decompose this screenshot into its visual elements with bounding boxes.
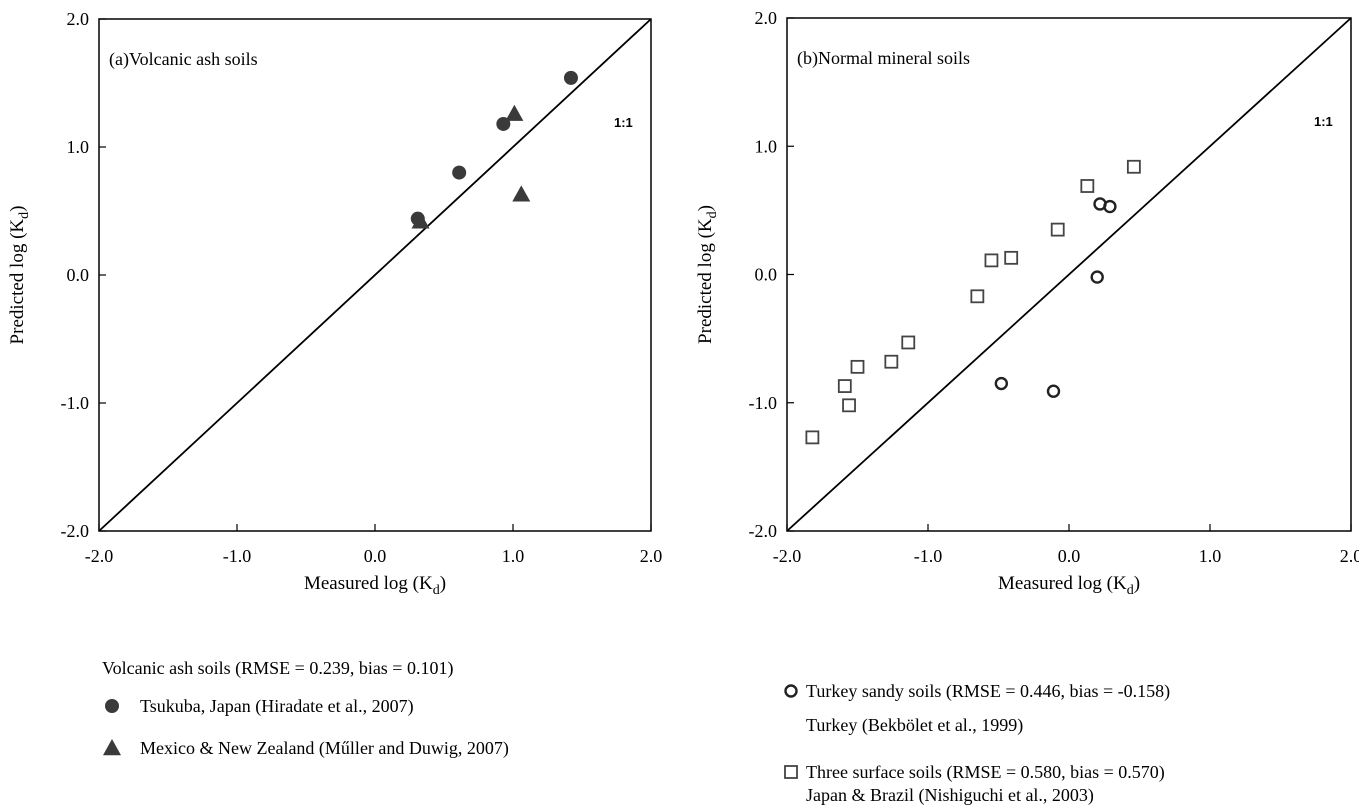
chart-panel-b: -2.0 -1.0 0.0 1.0 2.0 -2.0 -1.0 0.0 1.0 2.0 (b)Nor… [695,8,1359,598]
y-tick-label-b-1: -1.0 [749,393,778,413]
data-point-b-1-1 [842,398,856,413]
legend-label-a-0: Tsukuba, Japan (Hiradate et al., 2007) [140,696,414,717]
data-point-a-1-2 [512,185,531,202]
data-point-b-1-5 [901,335,916,350]
identity-line-label-a: 1:1 [614,115,633,130]
data-point-a-1-1 [505,104,524,121]
data-point-b-0-4 [1046,384,1061,398]
x-axis-label-a: Measured log (Kd) [304,573,446,598]
legend-marker-a-0 [105,699,119,713]
y-tick-label-a-2: 0.0 [67,265,90,285]
legend-marker-b-0 [784,684,798,698]
x-tick-label-a-0: -2.0 [85,546,114,566]
x-axis-label-b: Measured log (Kd) [998,573,1140,598]
series-a-0 [410,70,578,226]
x-tick-label-b-3: 1.0 [1199,546,1222,566]
x-tick-label-a-1: -1.0 [223,546,252,566]
data-point-b-1-10 [1080,179,1095,193]
legend-title-a: Volcanic ash soils (RMSE = 0.239, bias =… [102,658,453,679]
y-tick-label-b-4: 2.0 [755,8,778,28]
data-point-a-1-0 [411,212,430,229]
chart-panel-a: -2.0 -1.0 0.0 1.0 2.0 -2.0 -1.0 0.0 1.0 2.0 (a)Vol… [7,9,662,598]
data-point-b-0-1 [1103,199,1117,214]
data-point-b-0-3 [994,376,1009,391]
legend-marker-b-1 [784,765,798,779]
identity-line-a [98,18,652,532]
data-point-b-1-9 [1050,222,1065,237]
legend-label-a-1: Mexico & New Zealand (Műller and Duwig, … [140,738,509,759]
panel-label-b: (b)Normal mineral soils [797,48,970,69]
identity-line-label-b: 1:1 [1314,114,1333,129]
data-point-b-1-3 [850,359,865,374]
data-point-b-1-11 [1126,159,1141,174]
data-point-a-0-1 [452,165,467,180]
legend-sublabel-b-0: Turkey (Bekbölet et al., 1999) [806,715,1023,736]
data-point-b-1-8 [1004,250,1019,265]
data-point-b-1-4 [884,354,899,369]
data-point-b-1-0 [805,430,820,445]
data-point-a-0-3 [563,70,578,85]
panel-label-a: (a)Volcanic ash soils [109,49,258,70]
legend-label-b-0: Turkey sandy soils (RMSE = 0.446, bias =… [806,681,1170,702]
legend-sublabel-b-1: Japan & Brazil (Nishiguchi et al., 2003) [806,785,1094,806]
legend-b: Turkey sandy soils (RMSE = 0.446, bias =… [784,681,1170,806]
legend-a: Volcanic ash soils (RMSE = 0.239, bias =… [102,658,509,759]
legend-marker-a-1 [103,739,121,756]
y-tick-label-a-1: -1.0 [61,393,90,413]
data-point-b-0-2 [1090,270,1104,284]
y-tick-label-a-3: 1.0 [67,137,90,157]
data-point-b-1-6 [970,289,985,304]
y-tick-label-a-0: -2.0 [61,521,90,541]
y-tick-label-a-4: 2.0 [67,9,90,29]
y-tick-label-b-3: 1.0 [755,136,778,156]
y-tick-label-b-0: -2.0 [749,521,778,541]
x-tick-label-a-3: 1.0 [502,546,525,566]
data-point-b-1-7 [984,253,999,268]
x-tick-label-b-0: -2.0 [773,546,802,566]
x-tick-label-b-4: 2.0 [1340,546,1359,566]
identity-line-b [786,17,1352,532]
y-axis-label-b: Predicted log (Kd) [695,205,720,344]
data-point-b-1-2 [837,379,852,393]
legend-label-b-1: Three surface soils (RMSE = 0.580, bias … [806,762,1165,783]
y-tick-label-b-2: 0.0 [755,265,778,285]
x-tick-label-b-1: -1.0 [914,546,943,566]
x-tick-label-a-2: 0.0 [364,546,387,566]
y-axis-label-a: Predicted log (Kd) [7,206,32,345]
x-tick-label-b-2: 0.0 [1058,546,1081,566]
series-b-1 [805,159,1141,445]
series-b-0 [994,197,1117,398]
series-a-1 [411,104,531,229]
x-tick-label-a-4: 2.0 [640,546,663,566]
